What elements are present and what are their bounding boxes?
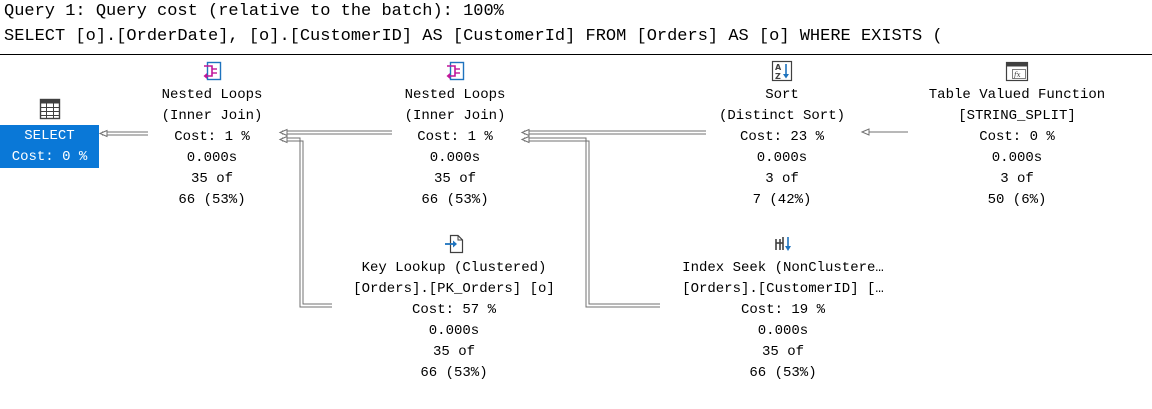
nested-loops-icon [443, 59, 467, 83]
node-name: Nested Loops [161, 87, 263, 103]
node-time: 0.000s [991, 150, 1043, 166]
node-rows: 35 of [432, 344, 475, 360]
node-estimate: 66 (53%) [421, 192, 489, 208]
select-cost: Cost: 0 % [11, 149, 88, 165]
plan-node-index-seek[interactable]: Index Seek (NonClustere… [Orders].[Custo… [660, 232, 906, 384]
node-detail: [STRING_SPLIT] [958, 108, 1076, 124]
connector-tvf-sort [860, 128, 908, 136]
node-time: 0.000s [429, 150, 481, 166]
node-time: 0.000s [186, 150, 238, 166]
node-cost: Cost: 0 % [979, 129, 1055, 145]
node-detail: (Inner Join) [161, 108, 263, 124]
connector-keylookup-nl1 [278, 135, 332, 308]
svg-text:fx: fx [1013, 71, 1021, 79]
node-estimate: 66 (53%) [178, 192, 246, 208]
node-cost: Cost: 19 % [740, 302, 825, 318]
sort-icon: A Z [770, 59, 794, 83]
node-estimate: 50 (6%) [987, 192, 1047, 208]
node-detail: [Orders].[PK_Orders] [o] [353, 281, 555, 297]
node-rows: 3 of [1000, 171, 1034, 187]
connector-nl2-nl1 [278, 128, 392, 137]
node-name: Index Seek (NonClustere… [682, 260, 884, 276]
plan-node-select[interactable]: SELECT Cost: 0 % [0, 97, 99, 168]
node-detail: (Inner Join) [404, 108, 506, 124]
node-time: 0.000s [756, 150, 808, 166]
node-estimate: 66 (53%) [749, 365, 817, 381]
select-grid-icon [38, 97, 62, 121]
plan-node-nested-loops-1[interactable]: Nested Loops (Inner Join) Cost: 1 % 0.00… [140, 59, 284, 211]
select-selection-box: SELECT Cost: 0 % [0, 125, 99, 168]
node-rows: 35 of [433, 171, 476, 187]
plan-node-nested-loops-2[interactable]: Nested Loops (Inner Join) Cost: 1 % 0.00… [383, 59, 527, 211]
node-detail: (Distinct Sort) [718, 108, 846, 124]
key-lookup-icon [442, 232, 466, 256]
node-name: Nested Loops [404, 87, 506, 103]
plan-node-sort[interactable]: A Z Sort (Distinct Sort) Cost: 23 % 0.00… [700, 59, 864, 211]
select-label: SELECT [24, 128, 75, 144]
query-text: SELECT [o].[OrderDate], [o].[CustomerID]… [4, 27, 943, 46]
node-name: Sort [765, 87, 799, 103]
plan-node-key-lookup[interactable]: Key Lookup (Clustered) [Orders].[PK_Orde… [330, 232, 578, 384]
node-cost: Cost: 57 % [411, 302, 496, 318]
svg-text:Z: Z [775, 72, 781, 81]
node-rows: 35 of [761, 344, 804, 360]
node-detail: [Orders].[CustomerID] [… [682, 281, 884, 297]
node-estimate: 66 (53%) [420, 365, 488, 381]
index-seek-icon [771, 232, 795, 256]
node-cost: Cost: 1 % [174, 129, 250, 145]
node-name: Key Lookup (Clustered) [361, 260, 547, 276]
svg-text:A: A [775, 63, 782, 72]
connector-sort-nl2 [520, 128, 706, 137]
node-cost: Cost: 23 % [739, 129, 824, 145]
node-time: 0.000s [757, 323, 809, 339]
node-rows: 35 of [190, 171, 233, 187]
node-cost: Cost: 1 % [417, 129, 493, 145]
query-cost-header: Query 1: Query cost (relative to the bat… [4, 2, 504, 21]
node-name: Table Valued Function [928, 87, 1106, 103]
header-separator [0, 54, 1152, 55]
plan-node-table-valued-function[interactable]: fx Table Valued Function [STRING_SPLIT] … [906, 59, 1128, 211]
nested-loops-icon [200, 59, 224, 83]
node-time: 0.000s [428, 323, 480, 339]
node-estimate: 7 (42%) [752, 192, 812, 208]
node-rows: 3 of [765, 171, 799, 187]
table-valued-function-icon: fx [1005, 59, 1029, 83]
